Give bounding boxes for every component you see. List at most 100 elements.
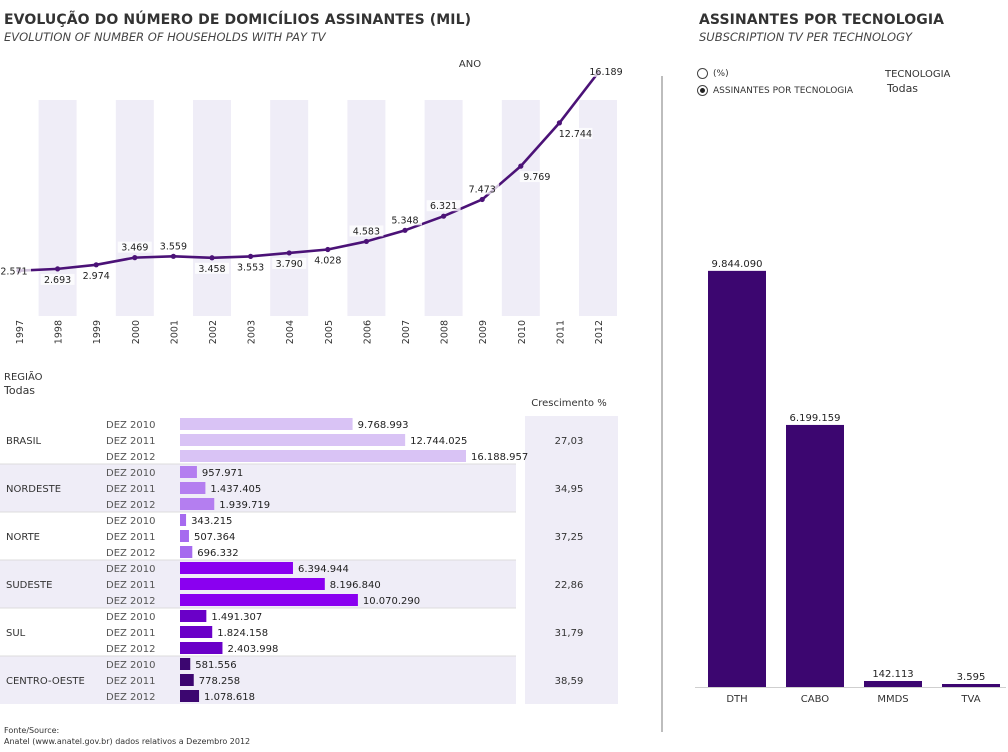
group-band-1 [0, 464, 516, 512]
data-label-bg-2002 [195, 262, 229, 274]
data-label-1997: 2.571 [0, 267, 27, 278]
group-band-5 [0, 656, 516, 704]
tech-category-label: MMDS [877, 694, 908, 705]
data-point-2001 [170, 253, 176, 259]
region-bar-label: 1.824.158 [217, 628, 268, 639]
data-label-bg-2005 [310, 254, 345, 266]
period-label: DEZ 2010 [106, 516, 156, 527]
region-bar [180, 514, 187, 526]
region-filter-label: REGIÃO [4, 372, 43, 383]
growth-value-2: 37,25 [555, 532, 584, 543]
data-point-1998 [55, 266, 61, 272]
data-label-2003: 3.553 [237, 262, 264, 273]
tech-category-label: DTH [726, 694, 747, 705]
data-label-2010: 9.769 [523, 172, 550, 183]
region-bar-label: 778.258 [199, 676, 240, 687]
x-tick-1998: 1998 [54, 320, 65, 344]
region-bar-label: 1.939.719 [219, 500, 270, 511]
data-label-2012: 16.189 [589, 67, 622, 78]
data-label-bg-1999 [79, 269, 114, 281]
period-label: DEZ 2012 [106, 692, 156, 703]
tech-bar-mmds [864, 680, 922, 687]
data-label-2004: 3.790 [276, 259, 303, 270]
data-label-bg-2009 [465, 183, 500, 195]
period-label: DEZ 2011 [106, 484, 156, 495]
region-bar-label: 2.403.998 [227, 644, 278, 655]
data-label-bg-2008 [426, 200, 461, 212]
data-point-2003 [248, 253, 254, 259]
data-point-2011 [556, 120, 563, 126]
radio-subscribers[interactable] [697, 85, 708, 96]
data-label-2000: 3.469 [121, 243, 148, 254]
data-point-2008 [441, 213, 447, 219]
year-band-2002 [193, 100, 231, 316]
region-bar-label: 6.394.944 [298, 564, 349, 575]
year-band-2004 [270, 100, 309, 316]
region-bar [180, 434, 406, 446]
region-bar-label: 12.744.025 [410, 436, 467, 447]
region-filter-value[interactable]: Todas [4, 384, 36, 397]
data-label-2011: 12.744 [559, 129, 592, 140]
region-bar [180, 498, 215, 510]
x-tick-2004: 2004 [285, 320, 296, 344]
growth-cell-1 [525, 464, 618, 512]
data-point-2005 [325, 246, 331, 253]
year-band-2010 [501, 100, 540, 316]
growth-cell-4 [525, 608, 618, 656]
period-label: DEZ 2012 [106, 452, 156, 463]
region-bar [180, 674, 194, 686]
region-name-5: CENTRO-OESTE [6, 676, 85, 687]
growth-value-0: 27,03 [555, 436, 584, 447]
tech-filter-value[interactable]: Todas [887, 82, 919, 95]
x-tick-2007: 2007 [401, 320, 412, 344]
period-label: DEZ 2011 [106, 532, 156, 543]
region-name-1: NORDESTE [6, 484, 61, 495]
growth-value-4: 31,79 [555, 628, 584, 639]
year-band-2006 [347, 100, 386, 316]
radio-percent[interactable] [697, 68, 708, 79]
x-axis-title: ANO [459, 59, 481, 70]
region-bar-label: 1.437.405 [210, 484, 261, 495]
region-bar-label: 957.971 [202, 468, 243, 479]
line-chart-title: EVOLUÇÃO DO NÚMERO DE DOMICÍLIOS ASSINAN… [4, 12, 472, 28]
region-bar [180, 578, 325, 590]
data-label-2006: 4.583 [353, 226, 380, 237]
tech-bar-dth [708, 270, 766, 687]
data-label-2005: 4.028 [314, 255, 341, 266]
tech-bar-label: 142.113 [872, 669, 913, 680]
region-bar [180, 610, 207, 622]
region-bar-label: 10.070.290 [363, 596, 420, 607]
growth-cell-3 [525, 560, 618, 608]
line-chart: ANO 2.571 2.693 2.974 3.469 3.559 3.458 3.553 3… [0, 59, 623, 344]
x-tick-2001: 2001 [169, 320, 180, 344]
period-label: DEZ 2011 [106, 628, 156, 639]
data-label-bg-1997 [0, 265, 31, 277]
tech-bar-chart: 9.844.090 DTH 6.199.159 CABO 142.113 MMDS 3.59… [695, 259, 1006, 705]
line-chart-subtitle: EVOLUTION OF NUMBER OF HOUSEHOLDS WITH P… [4, 30, 326, 44]
period-label: DEZ 2010 [106, 660, 156, 671]
region-bar-label: 581.556 [195, 660, 236, 671]
region-name-0: BRASIL [6, 436, 42, 447]
region-bar [180, 594, 358, 606]
region-bar [180, 642, 223, 654]
footer-source-text: Anatel (www.anatel.gov.br) dados relativ… [4, 737, 251, 746]
data-label-bg-2012 [589, 65, 623, 77]
growth-cell-5 [525, 656, 618, 704]
x-tick-2000: 2000 [131, 320, 142, 344]
region-bar-label: 16.188.957 [471, 452, 528, 463]
region-bar [180, 658, 191, 670]
period-label: DEZ 2010 [106, 612, 156, 623]
region-bar [180, 690, 200, 702]
data-label-bg-2006 [349, 225, 384, 237]
x-tick-2006: 2006 [362, 320, 373, 344]
x-tick-2008: 2008 [440, 320, 451, 344]
data-label-bg-2000 [117, 241, 152, 253]
data-label-2001: 3.559 [160, 241, 187, 252]
data-label-bg-2001 [156, 240, 191, 252]
data-point-2002 [209, 255, 215, 261]
tech-filter-label: TECNOLOGIA [885, 69, 951, 80]
tech-bar-label: 3.595 [957, 672, 986, 683]
tech-category-label: TVA [960, 694, 980, 705]
data-label-bg-2010 [519, 171, 554, 183]
footer-source-label: Fonte/Source: [4, 726, 60, 735]
